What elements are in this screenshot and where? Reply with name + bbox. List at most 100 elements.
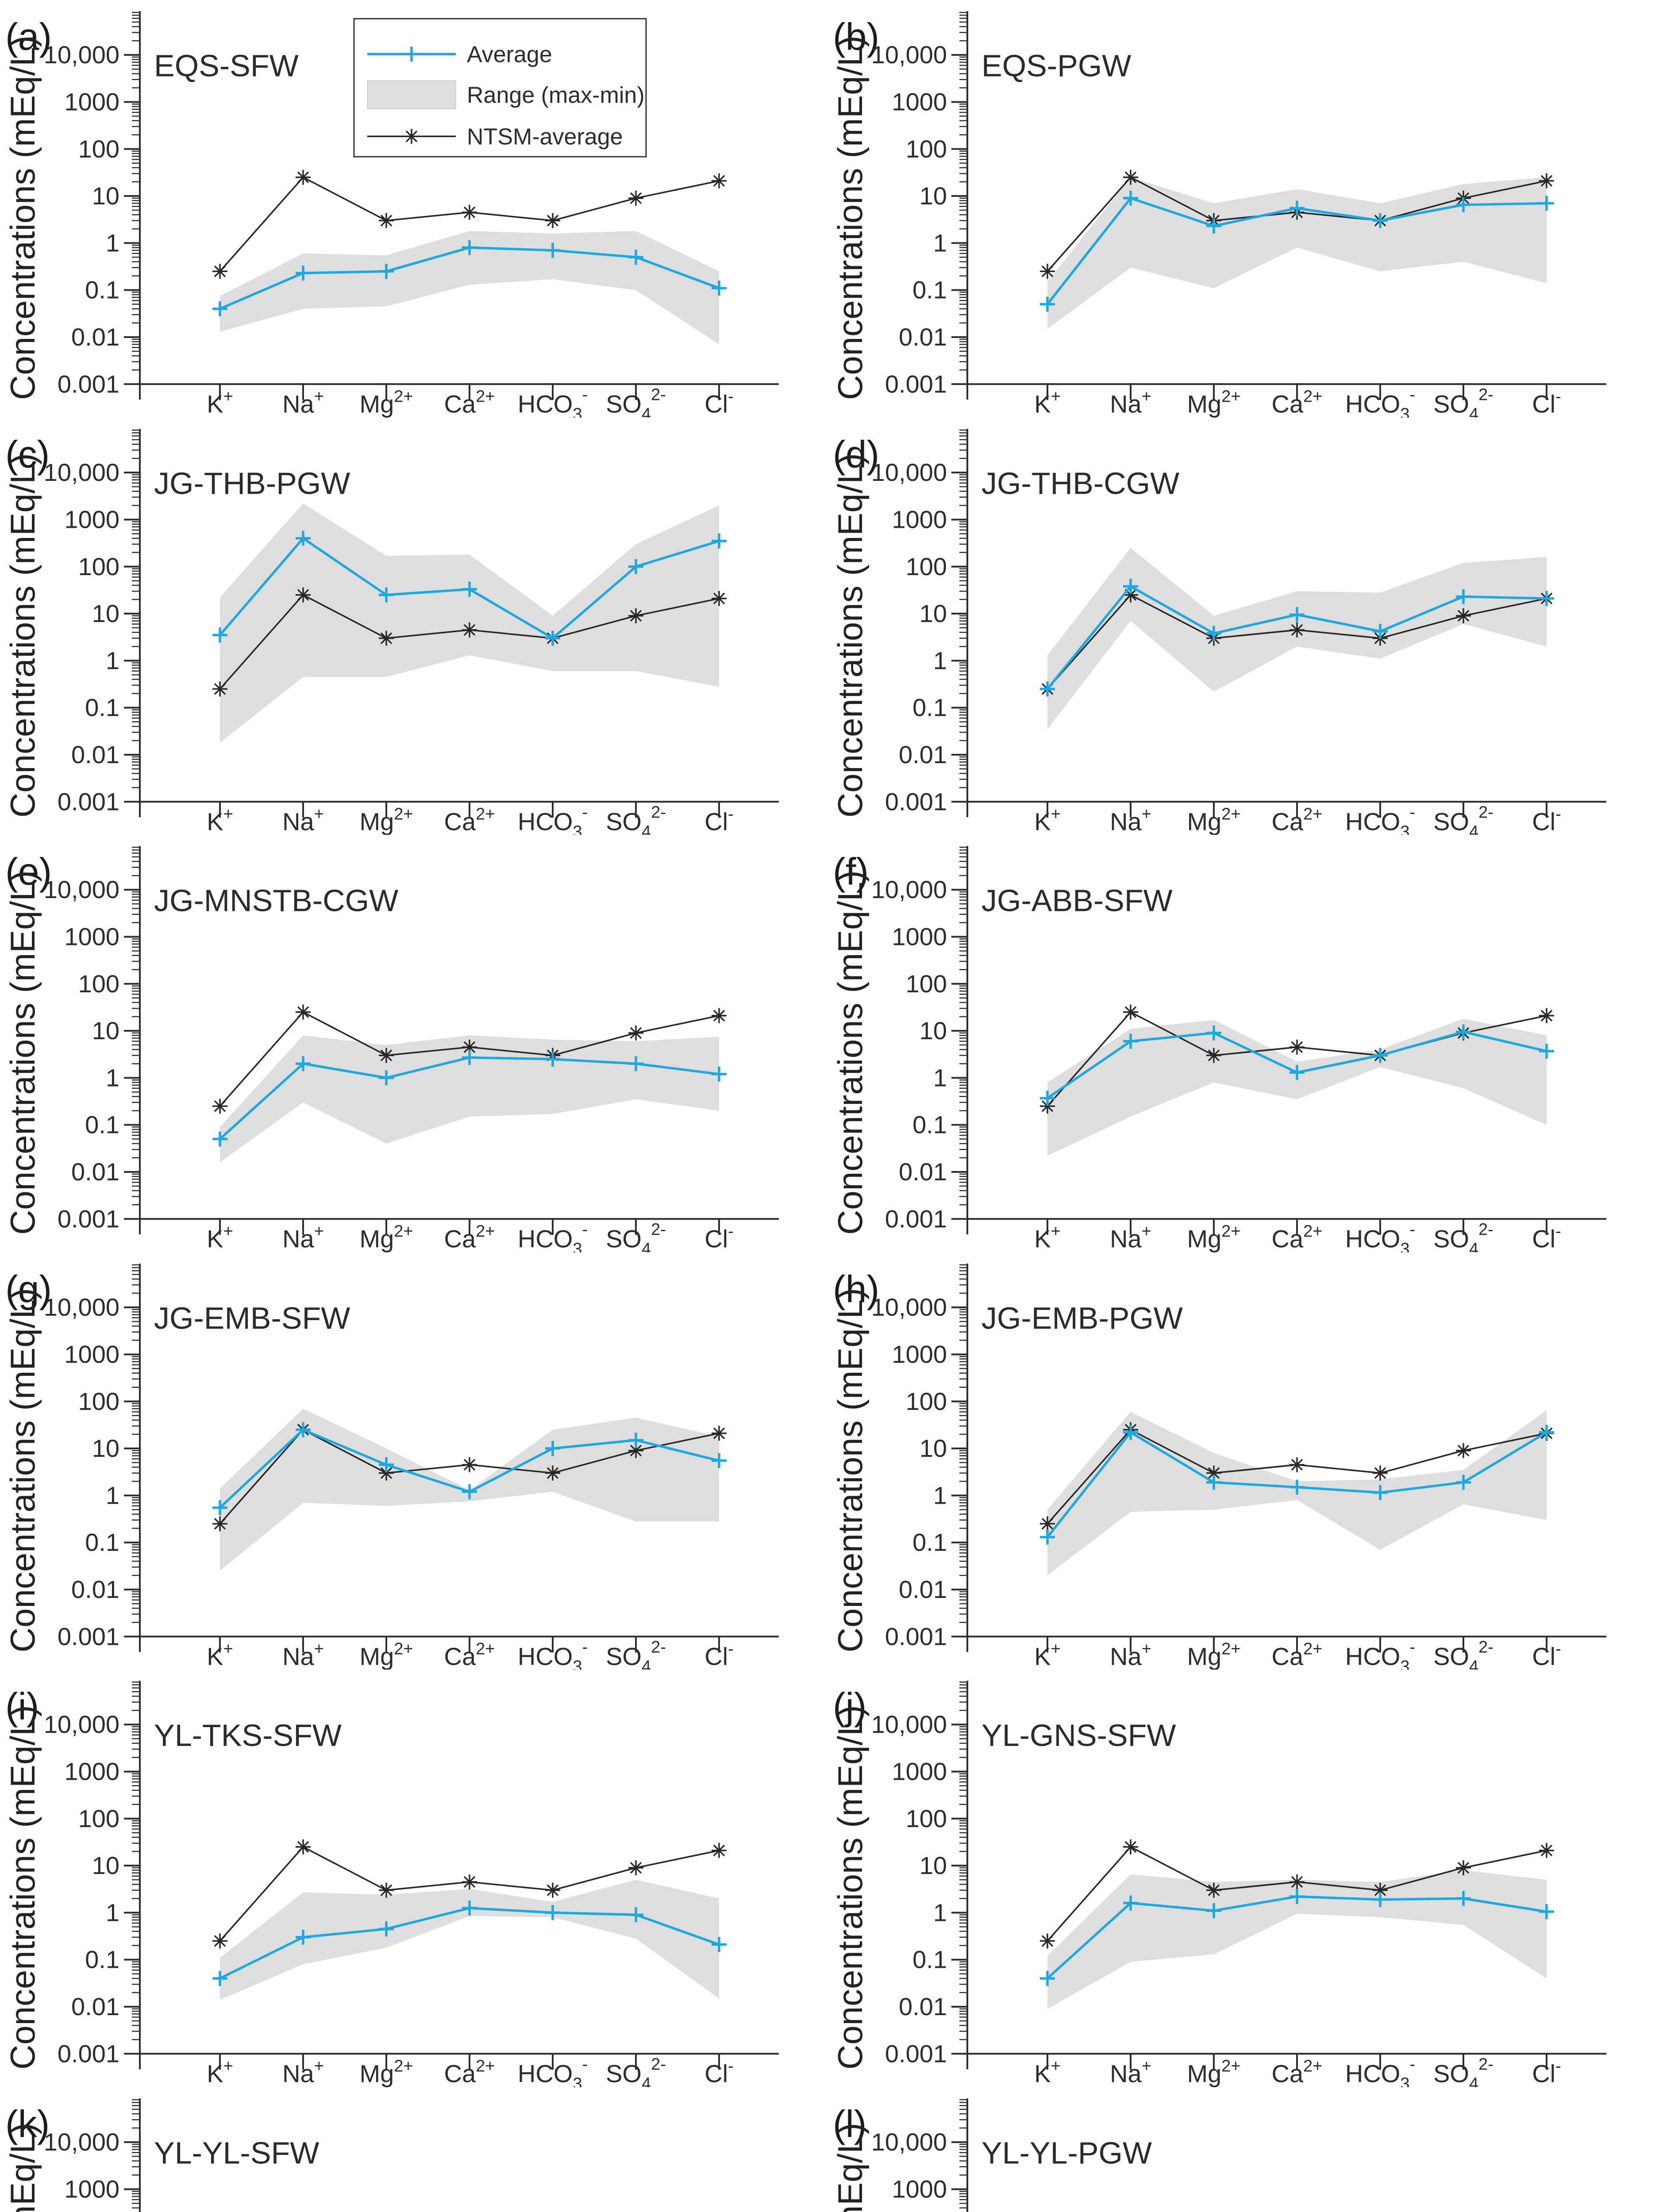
average-series [1040, 578, 1554, 696]
x-tick-label-mg: Mg2+ [1187, 805, 1240, 835]
legend-range-label: Range (max-min) [467, 82, 645, 108]
panel-letter: (l) [833, 2103, 866, 2145]
ntsm-marker [712, 1008, 727, 1023]
y-tick-label: 0.01 [71, 1993, 119, 2020]
ntsm-marker [712, 173, 727, 188]
y-tick-label: 1 [106, 1481, 119, 1509]
axes: 10,000 1000 100 10 1 0.1 0.01 0.001 K+ Na+ Mg2+ Ca2… [44, 846, 779, 1252]
chart-panel-c: (c)Concentrations (mEq/L) 10,000100010010… [3, 428, 779, 835]
ntsm-series [1040, 1839, 1554, 1949]
x-tick-label-na: Na+ [1110, 387, 1151, 417]
average-marker [1373, 623, 1388, 639]
ntsm-marker [1123, 587, 1138, 603]
average-marker [296, 265, 311, 281]
y-tick-label: 100 [906, 135, 947, 163]
average-series [1040, 1024, 1554, 1106]
panel-letter: (g) [5, 1268, 52, 1310]
x-tick-label-ca: Ca2+ [1272, 1640, 1323, 1670]
legend: Average Range (max-min) NTSM-average [353, 18, 647, 157]
y-tick-label: 10 [920, 1017, 947, 1045]
y-tick-label: 10,000 [871, 876, 947, 903]
y-tick-label: 0.01 [71, 740, 119, 768]
legend-average-label: Average [467, 42, 552, 67]
y-tick-label: 1 [933, 229, 947, 257]
ntsm-series [212, 169, 727, 279]
range-area [1047, 177, 1547, 329]
panel-letter: (a) [5, 15, 52, 58]
average-marker [212, 627, 227, 643]
y-tick-label: 1 [933, 646, 947, 674]
ntsm-marker [1456, 1443, 1471, 1458]
y-tick-label: 0.01 [71, 1575, 119, 1603]
y-tick-label: 0.01 [899, 1575, 947, 1603]
y-tick-label: 1000 [64, 1757, 119, 1785]
legend-ntsm-marker [404, 129, 419, 144]
ntsm-marker [379, 1882, 394, 1898]
panel-title: YL-YL-PGW [981, 2135, 1152, 2170]
x-tick-label-na: Na+ [1110, 1222, 1151, 1252]
y-axis-title: Concentrations (mEq/L) [3, 1288, 42, 1652]
y-tick-label: 0.001 [58, 787, 119, 815]
average-marker [212, 1500, 227, 1515]
y-tick-label: 1 [106, 646, 119, 674]
ntsm-marker [296, 1839, 311, 1855]
y-axis-title: Concentrations (mEq/L) [831, 1288, 870, 1652]
x-tick-label-so: SO42- [1433, 1220, 1493, 1252]
ntsm-marker [1206, 1465, 1221, 1481]
panel-letter: (b) [833, 15, 879, 58]
ntsm-marker [1206, 1048, 1221, 1063]
x-tick-label-hco: HCO3- [518, 803, 588, 835]
panel-letter: (j) [833, 1685, 866, 1728]
average-marker [628, 1056, 643, 1071]
average-marker [712, 1066, 727, 1082]
y-axis-title: Concentrations (mEq/L) [3, 35, 42, 400]
ntsm-marker [379, 213, 394, 228]
y-tick-label: 10 [92, 1851, 119, 1879]
average-marker [1539, 1043, 1554, 1059]
axis-lines [966, 11, 1606, 400]
chart-panel-j: (j)Concentrations (mEq/L) 10,000100010010… [831, 1681, 1606, 2087]
x-tick-label-k: K+ [207, 805, 233, 835]
y-tick-label: 0.1 [85, 1528, 119, 1556]
x-tick-label-ca: Ca2+ [444, 1222, 495, 1252]
average-series [1040, 1425, 1554, 1545]
average-marker [1123, 1033, 1138, 1049]
ntsm-marker [1289, 1457, 1305, 1472]
range-area [220, 1880, 719, 2000]
panel-letter: (k) [5, 2103, 50, 2145]
x-tick-label-ca: Ca2+ [1272, 387, 1323, 417]
ntsm-marker [212, 681, 227, 696]
average-marker [545, 630, 560, 646]
y-tick-label: 10,000 [44, 876, 119, 903]
ntsm-marker [462, 1874, 477, 1889]
average-marker [1040, 1970, 1055, 1986]
legend-ntsm-label: NTSM-average [467, 124, 623, 150]
axes: 10,000 1000 100 10 1 0.1 0.01 0.001 K+ Na+ Mg2+ Ca2… [871, 1681, 1606, 2087]
y-tick-label: 1000 [892, 2175, 947, 2203]
ntsm-marker [1456, 608, 1471, 623]
y-tick-label: 0.01 [899, 1993, 947, 2020]
ntsm-marker [1123, 1839, 1138, 1855]
average-marker [1289, 1065, 1305, 1080]
y-tick-label: 0.001 [885, 787, 947, 815]
y-tick-label: 0.001 [885, 2039, 947, 2067]
x-tick-label-so: SO42- [606, 1220, 666, 1252]
panel-letter: (e) [5, 850, 52, 893]
y-tick-label: 1 [933, 1064, 947, 1091]
axes: 10,000 1000 100 10 1 0.1 0.01 0.001 K+ Na+ Mg2+ Ca2… [44, 1263, 779, 1670]
ntsm-marker [712, 1843, 727, 1858]
chart-panel-i: (i)Concentrations (mEq/L) 10,000100010010… [3, 1681, 779, 2087]
average-marker [1206, 1025, 1221, 1041]
y-tick-label: 0.1 [85, 276, 119, 304]
y-tick-label: 10,000 [871, 2128, 947, 2156]
x-tick-label-na: Na+ [282, 1222, 324, 1252]
y-tick-label: 10,000 [44, 458, 119, 486]
axes: 10,000 1000 100 10 1 0.1 0.01 0.001 K+ Na+ Mg2+ Ca2… [871, 428, 1606, 835]
average-marker [1373, 1892, 1388, 1907]
average-marker [545, 242, 560, 258]
x-tick-label-ca: Ca2+ [444, 1640, 495, 1670]
average-marker [545, 1052, 560, 1067]
ntsm-marker [628, 1860, 643, 1875]
axes: 10,000 1000 100 10 1 0.1 0.01 0.001 K+ Na+ Mg2+ Ca2… [871, 11, 1606, 418]
ntsm-marker [462, 1457, 477, 1472]
